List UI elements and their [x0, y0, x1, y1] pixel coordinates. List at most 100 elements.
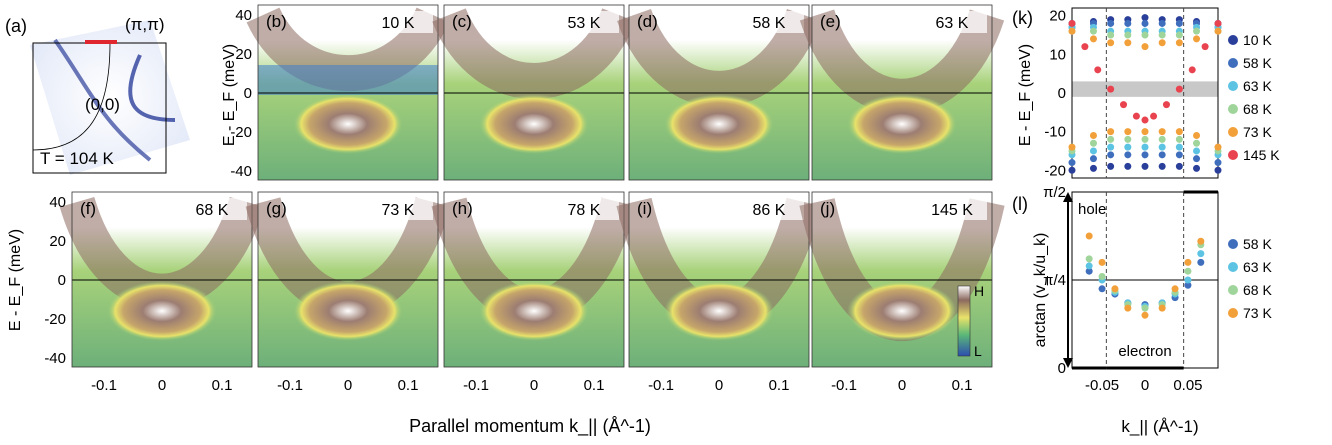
- k-data-point: [1193, 132, 1201, 139]
- panel-label: (i): [637, 199, 652, 218]
- x-tick-label: 0: [530, 377, 538, 394]
- k-data-point: [1158, 19, 1166, 27]
- map-panel: (i) 86 K: [616, 191, 822, 368]
- panel-label-l: (l): [1012, 194, 1028, 214]
- y-tick-label: -20: [230, 124, 252, 141]
- temperature-label: 58 K: [753, 15, 786, 32]
- l-y-tick-label: π/4: [1043, 272, 1066, 289]
- legend-marker-l: [1228, 308, 1238, 318]
- k-data-point: [1132, 112, 1140, 120]
- k-data-point: [1068, 19, 1076, 27]
- l-data-point: [1098, 285, 1106, 293]
- k-data-point: [1214, 27, 1222, 35]
- spectral-weight-blob: [664, 281, 774, 341]
- y-axis-label-top: E - E_F (meV): [221, 44, 238, 146]
- l-data-point: [1141, 304, 1149, 312]
- legend-marker-k: [1228, 127, 1238, 137]
- y-axis-label-bottom: E - E_F (meV): [7, 229, 24, 331]
- k-data-point: [1068, 166, 1076, 174]
- temp-badge: [917, 11, 987, 33]
- k-data-point: [1193, 139, 1201, 147]
- l-data-point: [1184, 267, 1192, 275]
- panel-label-k: (k): [1012, 8, 1033, 28]
- y-tick-label: -40: [44, 350, 66, 367]
- spectral-weight-blob: [847, 94, 957, 154]
- temperature-label: 68 K: [196, 202, 229, 219]
- temp-badge: [177, 198, 247, 220]
- k-data-point: [1089, 35, 1097, 43]
- x-tick-label: -0.1: [648, 377, 674, 394]
- k-y-tick-label: 0: [1058, 85, 1066, 102]
- k-data-point: [1141, 14, 1149, 22]
- k-y-tick-label: -20: [1044, 162, 1066, 179]
- legend-label-l: 58 K: [1243, 236, 1272, 252]
- l-data-point: [1085, 262, 1093, 270]
- k-data-point: [1081, 43, 1089, 51]
- k-data-point: [1175, 143, 1183, 151]
- map-frame: [628, 4, 810, 181]
- k-data-point: [1107, 19, 1115, 27]
- map-frame: [628, 191, 810, 368]
- k-data-point: [1089, 139, 1097, 147]
- k-data-point: [1089, 132, 1097, 139]
- k-data-point: [1158, 39, 1166, 47]
- temp-badge: [363, 11, 433, 33]
- temp-badge: [549, 198, 619, 220]
- l-data-point: [1197, 237, 1205, 245]
- map-frame: [811, 4, 993, 181]
- k-data-point: [1107, 135, 1115, 143]
- k-data-point: [1107, 39, 1115, 47]
- y-tick-label: -40: [230, 163, 252, 180]
- corner-label: (π,π): [125, 15, 165, 34]
- x-tick-label: -0.1: [277, 377, 303, 394]
- k-panel-frame: [1071, 7, 1219, 179]
- k-y-axis-label: E - E_F (meV): [1017, 44, 1034, 146]
- y-tick-label: 40: [235, 7, 252, 24]
- annotation-electron: electron: [1118, 343, 1171, 360]
- legend-marker-l: [1228, 262, 1238, 272]
- temperature-label: 86 K: [753, 202, 786, 219]
- spectral-weight-blob: [847, 281, 957, 341]
- legend-label-l: 68 K: [1243, 282, 1272, 298]
- x-axis-label-shared: Parallel momentum k_|| (Å^-1): [409, 416, 651, 437]
- k-data-point: [1158, 128, 1166, 136]
- l-x-axis-label: k_|| (Å^-1): [1121, 417, 1198, 436]
- k-data-point: [1158, 135, 1166, 143]
- y-tick-label: 0: [58, 272, 66, 289]
- l-data-point: [1098, 258, 1106, 266]
- k-data-point: [1094, 66, 1102, 74]
- legend-label-k: 58 K: [1243, 55, 1272, 71]
- l-data-point: [1197, 250, 1205, 258]
- k-y-tick-label: -10: [1044, 124, 1066, 141]
- k-data-point: [1089, 155, 1097, 163]
- k-data-point: [1175, 128, 1183, 136]
- legend-label-k: 73 K: [1243, 124, 1272, 140]
- map-panel: (c) 53 K: [432, 4, 636, 181]
- l-data-point: [1184, 281, 1192, 289]
- temperature-label: 10 K: [382, 15, 415, 32]
- band-dispersion: [432, 7, 636, 99]
- x-tick-label: -0.1: [463, 377, 489, 394]
- k-data-point: [1124, 143, 1132, 151]
- l-arrowhead: [1063, 358, 1073, 368]
- band-dispersion: [617, 8, 821, 107]
- colorbar-low-label: L: [974, 343, 982, 359]
- temp-badge: [549, 11, 619, 33]
- k-data-point: [1124, 135, 1132, 143]
- temperature-label: 63 K: [936, 15, 969, 32]
- l-data-point: [1124, 304, 1132, 312]
- l-data-point: [1098, 272, 1106, 280]
- panel-label: (d): [637, 12, 658, 31]
- colorbar-gradient: [957, 285, 971, 357]
- legend-marker-l: [1228, 239, 1238, 249]
- map-panel: (j) 145 K: [799, 191, 1005, 368]
- x-tick-label: 0: [898, 377, 906, 394]
- k-data-point: [1175, 39, 1183, 47]
- k-y-tick-label: 10: [1049, 46, 1066, 63]
- x-tick-label: 0.1: [584, 377, 605, 394]
- panel-label: (c): [452, 12, 472, 31]
- k-data-point: [1141, 31, 1149, 39]
- temperature-label: 53 K: [568, 15, 601, 32]
- k-data-point: [1158, 143, 1166, 151]
- k-data-point: [1193, 147, 1201, 155]
